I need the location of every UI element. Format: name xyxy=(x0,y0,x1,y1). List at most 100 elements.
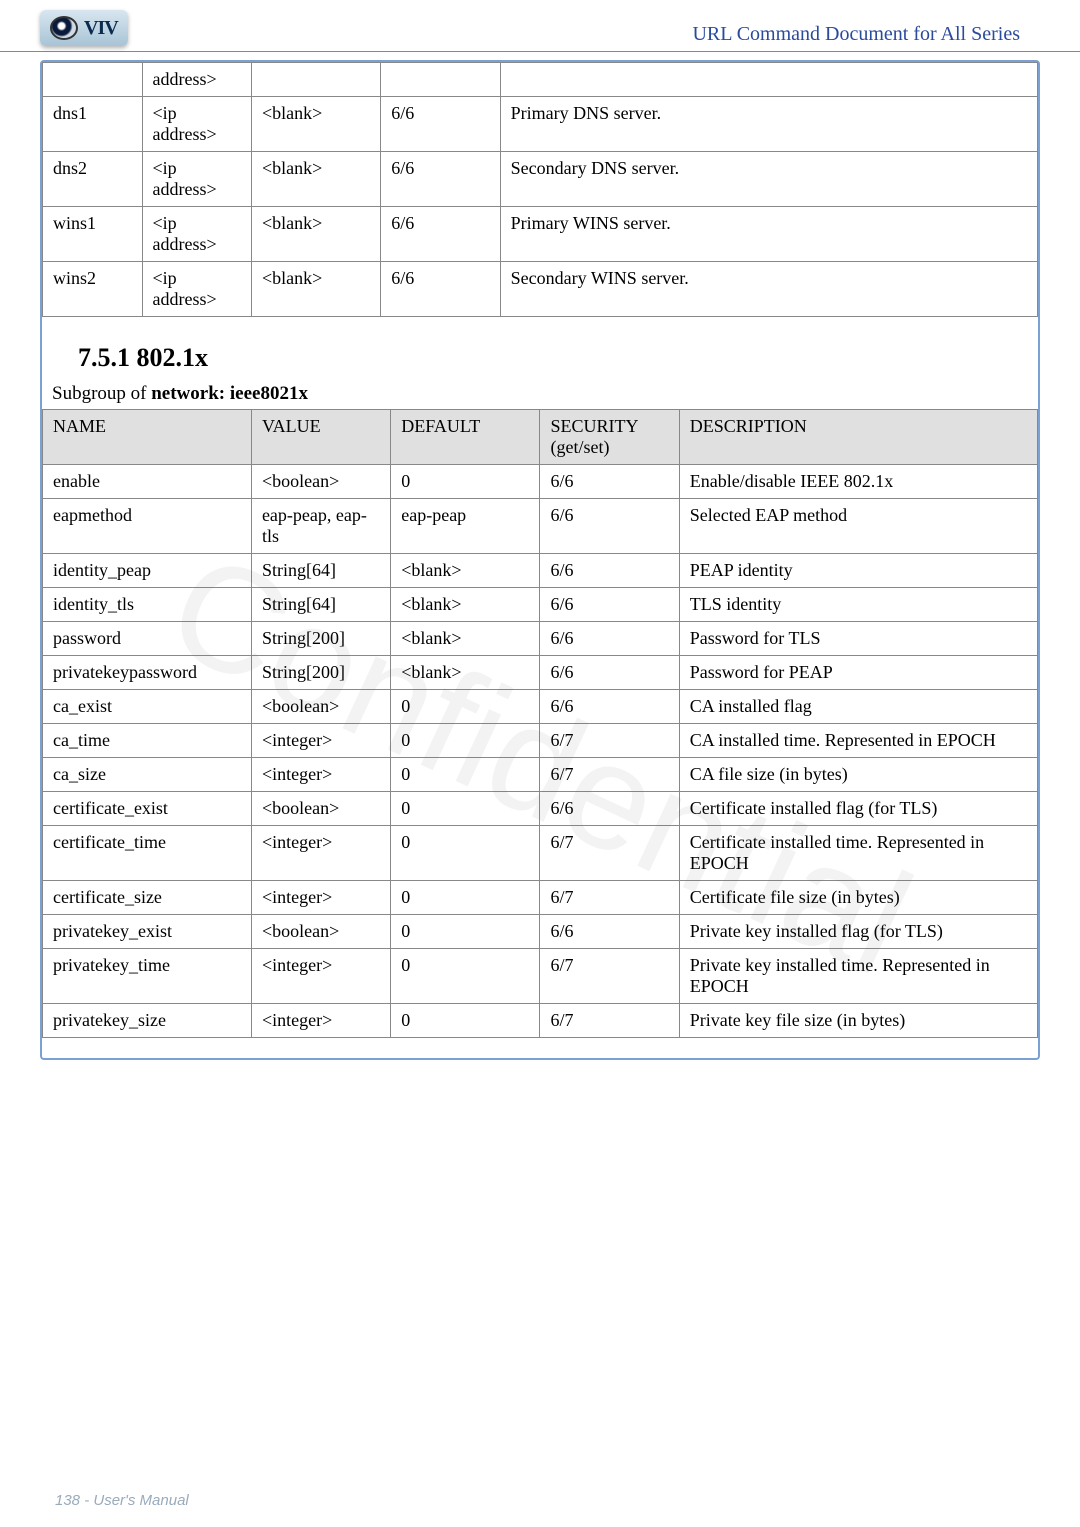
cell-desc: Enable/disable IEEE 802.1x xyxy=(679,465,1037,499)
table-row: address> xyxy=(43,63,1038,97)
cell-default: <blank> xyxy=(251,97,380,152)
cell-security: 6/6 xyxy=(540,792,679,826)
section-heading: 7.5.1 802.1x xyxy=(78,343,1038,373)
cell-default: <blank> xyxy=(391,588,540,622)
col-security: SECURITY (get/set) xyxy=(540,410,679,465)
cell-value: <integer> xyxy=(251,758,390,792)
cell-desc: Password for TLS xyxy=(679,622,1037,656)
cell-name: privatekey_exist xyxy=(43,915,252,949)
cell-desc: Certificate file size (in bytes) xyxy=(679,881,1037,915)
cell-security: 6/7 xyxy=(540,724,679,758)
cell-desc: Private key installed time. Represented … xyxy=(679,949,1037,1004)
table-row: ca_time<integer>06/7CA installed time. R… xyxy=(43,724,1038,758)
cell-name: dns1 xyxy=(43,97,143,152)
cell-default: 0 xyxy=(391,826,540,881)
table-row: ca_exist<boolean>06/6CA installed flag xyxy=(43,690,1038,724)
cell-desc: Certificate installed flag (for TLS) xyxy=(679,792,1037,826)
cell-desc: Primary WINS server. xyxy=(500,207,1037,262)
logo: VIV xyxy=(40,10,128,46)
table-row: dns1<ipaddress><blank>6/6Primary DNS ser… xyxy=(43,97,1038,152)
cell-security: 6/6 xyxy=(381,152,500,207)
cell-desc: Secondary DNS server. xyxy=(500,152,1037,207)
cell-security: 6/6 xyxy=(540,690,679,724)
cell-default: <blank> xyxy=(251,207,380,262)
table-row: certificate_exist<boolean>06/6Certificat… xyxy=(43,792,1038,826)
cell-default: 0 xyxy=(391,465,540,499)
table-row: wins2<ipaddress><blank>6/6Secondary WINS… xyxy=(43,262,1038,317)
doc-title: URL Command Document for All Series xyxy=(692,23,1020,46)
cell-name: enable xyxy=(43,465,252,499)
cell-desc: Private key installed flag (for TLS) xyxy=(679,915,1037,949)
cell-value: <ipaddress> xyxy=(142,152,251,207)
cell-security: 6/7 xyxy=(540,881,679,915)
cell-default xyxy=(251,63,380,97)
cell-name: ca_size xyxy=(43,758,252,792)
cell-name: ca_time xyxy=(43,724,252,758)
cell-default: <blank> xyxy=(391,656,540,690)
page: Confidential VIV URL Command Document fo… xyxy=(0,0,1080,1527)
table-row: enable<boolean>06/6Enable/disable IEEE 8… xyxy=(43,465,1038,499)
cell-name: ca_exist xyxy=(43,690,252,724)
cell-value: <ipaddress> xyxy=(142,262,251,317)
cell-default: 0 xyxy=(391,758,540,792)
col-security-l1: SECURITY xyxy=(550,416,638,436)
cell-security: 6/7 xyxy=(540,1004,679,1038)
cell-security xyxy=(381,63,500,97)
cell-default: 0 xyxy=(391,690,540,724)
subcaption-prefix: Subgroup of xyxy=(52,383,151,404)
table-row: passwordString[200]<blank>6/6Password fo… xyxy=(43,622,1038,656)
cell-value: <boolean> xyxy=(251,465,390,499)
cell-value: <boolean> xyxy=(251,792,390,826)
col-default: DEFAULT xyxy=(391,410,540,465)
cell-desc: Private key file size (in bytes) xyxy=(679,1004,1037,1038)
cell-name: identity_tls xyxy=(43,588,252,622)
cell-default: 0 xyxy=(391,792,540,826)
col-name: NAME xyxy=(43,410,252,465)
cell-value: <boolean> xyxy=(251,690,390,724)
cell-security: 6/6 xyxy=(381,97,500,152)
cell-security: 6/6 xyxy=(540,465,679,499)
subcaption-bold: network: ieee8021x xyxy=(151,383,308,404)
cell-desc xyxy=(500,63,1037,97)
cell-default: 0 xyxy=(391,881,540,915)
cell-security: 6/7 xyxy=(540,826,679,881)
cell-value: String[200] xyxy=(251,622,390,656)
cell-name: certificate_size xyxy=(43,881,252,915)
cell-default: 0 xyxy=(391,915,540,949)
cell-value: <integer> xyxy=(251,881,390,915)
cell-default: <blank> xyxy=(251,152,380,207)
cell-desc: Secondary WINS server. xyxy=(500,262,1037,317)
content-frame: address>dns1<ipaddress><blank>6/6Primary… xyxy=(40,60,1040,1060)
table-row: privatekey_time<integer>06/7Private key … xyxy=(43,949,1038,1004)
cell-value: <integer> xyxy=(251,949,390,1004)
cell-desc: Selected EAP method xyxy=(679,499,1037,554)
page-footer: 138 - User's Manual xyxy=(55,1492,189,1509)
cell-value: address> xyxy=(142,63,251,97)
network-table: address>dns1<ipaddress><blank>6/6Primary… xyxy=(42,62,1038,317)
table-row: identity_tlsString[64]<blank>6/6TLS iden… xyxy=(43,588,1038,622)
cell-security: 6/6 xyxy=(540,588,679,622)
cell-default: eap-peap xyxy=(391,499,540,554)
cell-default: 0 xyxy=(391,724,540,758)
cell-value: <ipaddress> xyxy=(142,97,251,152)
table-row: wins1<ipaddress><blank>6/6Primary WINS s… xyxy=(43,207,1038,262)
section-subcaption: Subgroup of network: ieee8021x xyxy=(52,383,1038,405)
table-row: certificate_size<integer>06/7Certificate… xyxy=(43,881,1038,915)
table-header-row: NAME VALUE DEFAULT SECURITY (get/set) DE… xyxy=(43,410,1038,465)
cell-desc: Certificate installed time. Represented … xyxy=(679,826,1037,881)
col-value: VALUE xyxy=(251,410,390,465)
cell-security: 6/6 xyxy=(540,656,679,690)
cell-value: <integer> xyxy=(251,724,390,758)
col-security-l2: (get/set) xyxy=(550,437,609,457)
cell-value: String[64] xyxy=(251,554,390,588)
table-row: ca_size<integer>06/7CA file size (in byt… xyxy=(43,758,1038,792)
cell-name: certificate_exist xyxy=(43,792,252,826)
cell-value: <integer> xyxy=(251,826,390,881)
cell-desc: PEAP identity xyxy=(679,554,1037,588)
cell-default: <blank> xyxy=(391,554,540,588)
table-row: privatekey_size<integer>06/7Private key … xyxy=(43,1004,1038,1038)
cell-value: <ipaddress> xyxy=(142,207,251,262)
cell-security: 6/6 xyxy=(381,262,500,317)
col-description: DESCRIPTION xyxy=(679,410,1037,465)
cell-default: <blank> xyxy=(391,622,540,656)
